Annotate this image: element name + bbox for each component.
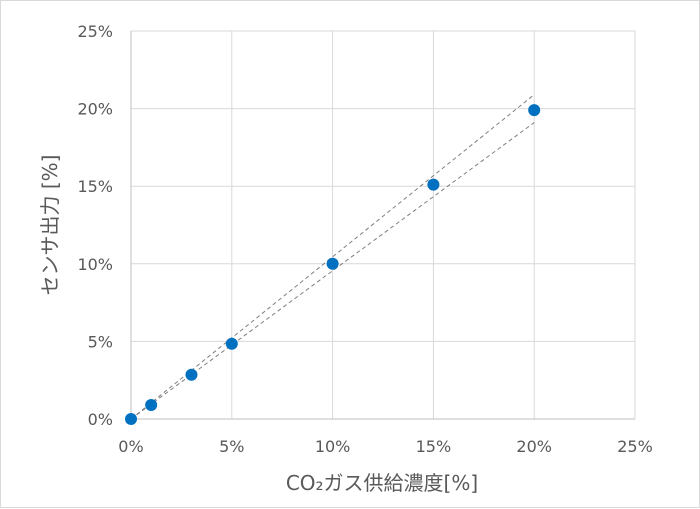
axes (130, 31, 635, 420)
data-points (125, 104, 541, 425)
x-tick-labels: 0% 5% 10% 15% 20% 25% (118, 437, 652, 456)
data-point (145, 399, 158, 412)
x-tick-label: 20% (516, 437, 552, 456)
x-tick-label: 15% (416, 437, 452, 456)
data-point (225, 337, 238, 350)
data-point (326, 257, 339, 270)
data-point (427, 178, 440, 191)
x-tick-label: 0% (118, 437, 143, 456)
y-tick-labels: 0% 5% 10% 15% 20% 25% (77, 22, 113, 429)
data-point (528, 104, 541, 117)
data-point (125, 413, 137, 425)
x-tick-label: 5% (219, 437, 244, 456)
tolerance-line (130, 94, 535, 420)
y-tick-label: 15% (77, 177, 113, 196)
y-tick-label: 25% (77, 22, 113, 41)
tolerance-lines (130, 94, 535, 420)
y-tick-label: 20% (77, 100, 113, 119)
y-tick-label: 0% (88, 410, 113, 429)
data-point (185, 368, 198, 381)
y-axis-title: センサ出力 [%] (38, 155, 62, 296)
y-tick-label: 5% (88, 332, 113, 351)
x-tick-label: 25% (617, 437, 653, 456)
grid (131, 30, 636, 419)
y-tick-label: 10% (77, 255, 113, 274)
x-axis-title: CO₂ガス供給濃度[%] (286, 471, 478, 495)
x-tick-label: 10% (315, 437, 351, 456)
